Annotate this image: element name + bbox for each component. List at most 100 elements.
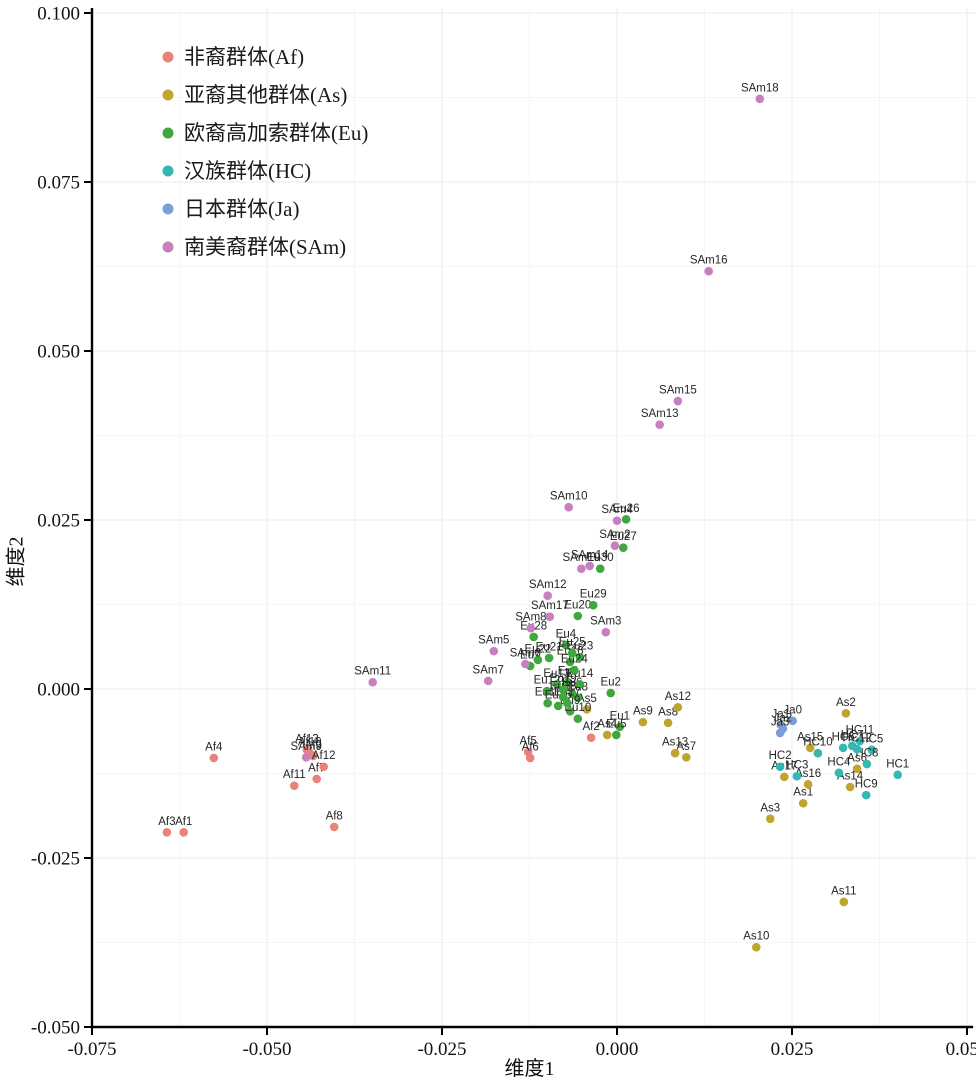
data-point-label-Af12: Af12 <box>312 750 336 762</box>
data-point-Eu3 <box>563 677 573 687</box>
data-point-label-HC3: HC3 <box>785 760 808 772</box>
data-point-label-Eu26: Eu26 <box>613 503 640 515</box>
data-point-Eu18 <box>558 692 568 702</box>
data-point-Eu29 <box>588 600 598 610</box>
data-point-Af3 <box>162 828 172 837</box>
data-point-label-As14: As14 <box>837 771 864 783</box>
data-point-Eu27 <box>619 543 628 553</box>
x-tick-label: -0.025 <box>417 1039 466 1060</box>
data-point-label-SAm4: SAm4 <box>601 504 633 516</box>
data-point-label-Af4: Af4 <box>205 741 223 753</box>
data-point-HC11 <box>855 736 865 746</box>
data-point-label-Eu4: Eu4 <box>556 629 577 641</box>
legend-label-HC: 汉族群体(HC) <box>184 159 311 183</box>
data-point-label-As2: As2 <box>836 697 856 709</box>
data-point-SAm15 <box>673 396 683 406</box>
y-axis-title: 维度2 <box>5 536 28 587</box>
legend-swatch-HC <box>162 165 174 177</box>
data-point-label-Ja3: Ja3 <box>771 716 790 728</box>
data-point-As3 <box>766 814 775 824</box>
data-point-As4 <box>602 730 612 740</box>
data-point-Eu4 <box>561 640 571 650</box>
data-point-As6 <box>852 764 862 774</box>
x-tick-label: 0.050 <box>946 1039 976 1060</box>
legend-swatch-SAm <box>162 241 174 253</box>
data-point-SAm18 <box>755 94 765 104</box>
data-point-label-SAm3: SAm3 <box>590 616 621 628</box>
data-point-label-SAm9: SAm9 <box>291 741 322 753</box>
data-point-SAm14 <box>585 561 594 571</box>
data-point-SAm11 <box>368 677 378 687</box>
data-point-HC2 <box>775 762 785 772</box>
data-point-label-Eu30: Eu30 <box>587 552 614 564</box>
data-point-HC4 <box>834 768 844 778</box>
data-point-label-SAm16: SAm16 <box>690 255 728 267</box>
data-point-Eu19 <box>558 685 568 694</box>
data-point-Eu17 <box>563 698 572 708</box>
data-point-label-Eu21: Eu21 <box>536 641 563 653</box>
data-point-Eu13 <box>552 679 562 689</box>
data-point-label-As13: As13 <box>662 737 688 749</box>
legend-label-As: 亚裔其他群体(As) <box>184 83 347 107</box>
data-point-Eu8 <box>573 693 583 703</box>
data-point-label-SAm2: SAm2 <box>599 529 630 541</box>
data-point-SAm16 <box>704 266 713 276</box>
data-point-label-As9: As9 <box>633 706 653 718</box>
data-point-label-Eu24: Eu24 <box>561 654 588 666</box>
data-point-label-SAm17: SAm17 <box>531 600 569 612</box>
data-point-Eu22 <box>533 655 543 665</box>
data-point-label-As1: As1 <box>793 787 813 799</box>
data-point-SAm19 <box>577 564 586 573</box>
data-point-label-Af1: Af1 <box>175 816 192 828</box>
data-point-Eu16 <box>565 657 575 667</box>
y-tick-label: -0.050 <box>31 1018 80 1039</box>
data-point-label-Eu19: Eu19 <box>550 673 577 685</box>
data-point-SAm8 <box>526 623 536 633</box>
data-point-label-Eu29: Eu29 <box>580 589 607 601</box>
data-point-label-Af13: Af13 <box>295 733 319 745</box>
data-point-Af11 <box>290 781 299 790</box>
data-point-Af8 <box>329 822 339 832</box>
data-point-label-Af10: Af10 <box>298 737 322 749</box>
data-point-As15 <box>805 743 815 753</box>
data-point-label-Ja2: Ja2 <box>774 712 793 724</box>
data-point-label-As8: As8 <box>658 706 678 718</box>
data-point-As11 <box>839 897 849 907</box>
data-point-SAm7 <box>483 676 493 686</box>
data-point-SAm5 <box>489 646 499 656</box>
data-point-label-HC6: HC6 <box>832 731 855 743</box>
data-point-label-Eu10: Eu10 <box>564 702 591 714</box>
data-point-label-Af8: Af8 <box>326 810 343 822</box>
data-point-label-Af5: Af5 <box>519 735 536 747</box>
data-point-As16 <box>803 780 813 789</box>
data-point-label-SAm14: SAm14 <box>571 549 609 561</box>
data-point-label-SAm6: SAm6 <box>510 647 541 659</box>
data-point-Ja3 <box>775 728 785 738</box>
data-point-As17 <box>780 772 789 782</box>
x-axis-title: 维度1 <box>504 1058 555 1080</box>
x-tick-label: 0.000 <box>596 1039 639 1060</box>
data-point-label-Af11: Af11 <box>283 769 306 781</box>
legend-swatch-Ja <box>162 203 174 215</box>
data-point-HC12 <box>852 744 862 754</box>
data-point-Eu20 <box>573 611 583 621</box>
data-point-label-As7: As7 <box>676 741 696 753</box>
data-point-Eu5 <box>612 730 621 740</box>
data-point-label-Eu20: Eu20 <box>564 599 591 611</box>
data-point-Eu25 <box>567 648 577 658</box>
data-point-As14 <box>845 782 855 792</box>
data-point-label-As10: As10 <box>743 931 769 943</box>
data-point-SAm4 <box>612 516 622 525</box>
x-tick-label: -0.050 <box>242 1039 291 1060</box>
legend-swatch-Eu <box>162 127 174 139</box>
data-point-label-Ja0: Ja0 <box>783 704 802 716</box>
data-point-As12 <box>673 702 683 712</box>
y-tick-label: 0.050 <box>37 342 80 363</box>
data-point-Af2 <box>586 733 596 742</box>
data-point-label-As11: As11 <box>831 885 856 897</box>
data-point-label-As6: As6 <box>847 752 867 764</box>
data-point-label-As5: As5 <box>577 693 597 705</box>
data-point-As13 <box>670 748 680 758</box>
data-point-SAm9 <box>301 752 311 762</box>
data-point-label-As16: As16 <box>795 768 821 780</box>
